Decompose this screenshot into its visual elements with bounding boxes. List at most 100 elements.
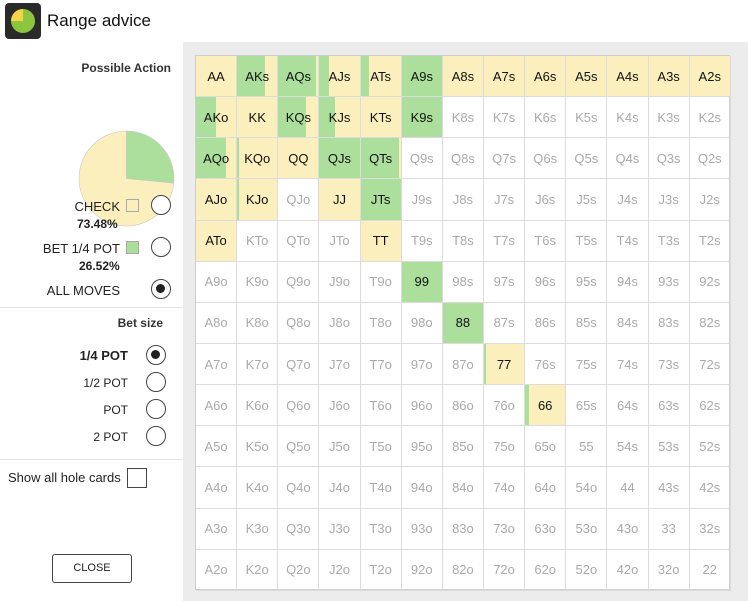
hand-cell-K6o[interactable]: K6o bbox=[237, 385, 279, 427]
hand-cell-A6s[interactable]: A6s bbox=[525, 56, 567, 98]
hand-cell-T5s[interactable]: T5s bbox=[566, 220, 608, 262]
hand-cell-88[interactable]: 88 bbox=[442, 302, 484, 344]
hand-cell-43s[interactable]: 43s bbox=[648, 467, 690, 509]
hand-cell-A4s[interactable]: A4s bbox=[607, 56, 649, 98]
hand-cell-A8s[interactable]: A8s bbox=[442, 56, 484, 98]
hand-cell-65o[interactable]: 65o bbox=[525, 426, 567, 468]
hand-cell-74o[interactable]: 74o bbox=[483, 467, 526, 509]
hand-cell-T9o[interactable]: T9o bbox=[360, 261, 402, 303]
show-hole-cards-checkbox[interactable] bbox=[127, 468, 147, 488]
hand-cell-K2s[interactable]: K2s bbox=[689, 97, 731, 139]
hand-cell-J4s[interactable]: J4s bbox=[607, 179, 649, 221]
hand-cell-T6o[interactable]: T6o bbox=[360, 385, 402, 427]
hand-cell-JTo[interactable]: JTo bbox=[319, 220, 361, 262]
hand-cell-KQo[interactable]: KQo bbox=[237, 138, 279, 180]
hand-cell-86o[interactable]: 86o bbox=[442, 385, 484, 427]
hand-cell-Q3s[interactable]: Q3s bbox=[648, 138, 690, 180]
hand-cell-AKs[interactable]: AKs bbox=[237, 56, 279, 98]
close-button[interactable]: CLOSE bbox=[52, 554, 132, 583]
hand-cell-42o[interactable]: 42o bbox=[607, 549, 649, 591]
hand-cell-66[interactable]: 66 bbox=[525, 385, 567, 427]
hand-cell-A2s[interactable]: A2s bbox=[689, 56, 731, 98]
bet-size-radio-pot[interactable] bbox=[146, 399, 166, 419]
hand-cell-J6s[interactable]: J6s bbox=[525, 179, 567, 221]
hand-cell-T2s[interactable]: T2s bbox=[689, 220, 731, 262]
hand-cell-98o[interactable]: 98o bbox=[401, 302, 443, 344]
hand-cell-85s[interactable]: 85s bbox=[566, 302, 608, 344]
hand-cell-T4o[interactable]: T4o bbox=[360, 467, 402, 509]
hand-cell-52o[interactable]: 52o bbox=[566, 549, 608, 591]
hand-cell-92s[interactable]: 92s bbox=[689, 261, 731, 303]
hand-cell-72o[interactable]: 72o bbox=[483, 549, 526, 591]
bet-size-radio-2pot[interactable] bbox=[146, 426, 166, 446]
hand-cell-82s[interactable]: 82s bbox=[689, 302, 731, 344]
hand-cell-93s[interactable]: 93s bbox=[648, 261, 690, 303]
hand-cell-A7o[interactable]: A7o bbox=[196, 343, 238, 386]
hand-cell-Q6s[interactable]: Q6s bbox=[525, 138, 567, 180]
hand-cell-K9o[interactable]: K9o bbox=[237, 261, 279, 303]
hand-cell-83s[interactable]: 83s bbox=[648, 302, 690, 344]
hand-cell-J7s[interactable]: J7s bbox=[483, 179, 526, 221]
hand-cell-KQs[interactable]: KQs bbox=[278, 97, 320, 139]
hand-cell-T7o[interactable]: T7o bbox=[360, 343, 402, 386]
hand-cell-K7s[interactable]: K7s bbox=[483, 97, 526, 139]
hand-cell-75o[interactable]: 75o bbox=[483, 426, 526, 468]
hand-cell-KK[interactable]: KK bbox=[237, 97, 279, 139]
hand-cell-Q9o[interactable]: Q9o bbox=[278, 261, 320, 303]
hand-cell-T5o[interactable]: T5o bbox=[360, 426, 402, 468]
hand-cell-J5s[interactable]: J5s bbox=[566, 179, 608, 221]
all-moves-radio[interactable] bbox=[151, 279, 171, 299]
hand-cell-KJs[interactable]: KJs bbox=[319, 97, 361, 139]
bet-size-radio-quarter[interactable] bbox=[146, 345, 166, 365]
hand-cell-92o[interactable]: 92o bbox=[401, 549, 443, 591]
hand-cell-KTs[interactable]: KTs bbox=[360, 97, 402, 139]
hand-cell-97o[interactable]: 97o bbox=[401, 343, 443, 386]
hand-cell-A9o[interactable]: A9o bbox=[196, 261, 238, 303]
hand-cell-64s[interactable]: 64s bbox=[607, 385, 649, 427]
hand-cell-A5s[interactable]: A5s bbox=[566, 56, 608, 98]
hand-cell-87s[interactable]: 87s bbox=[483, 302, 526, 344]
hand-cell-55[interactable]: 55 bbox=[566, 426, 608, 468]
hand-cell-95s[interactable]: 95s bbox=[566, 261, 608, 303]
hand-cell-94s[interactable]: 94s bbox=[607, 261, 649, 303]
hand-cell-53o[interactable]: 53o bbox=[566, 508, 608, 550]
hand-cell-K9s[interactable]: K9s bbox=[401, 97, 443, 139]
hand-cell-99[interactable]: 99 bbox=[401, 261, 443, 303]
hand-cell-Q7s[interactable]: Q7s bbox=[483, 138, 526, 180]
hand-cell-J3s[interactable]: J3s bbox=[648, 179, 690, 221]
hand-cell-A3s[interactable]: A3s bbox=[648, 56, 690, 98]
hand-cell-A5o[interactable]: A5o bbox=[196, 426, 238, 468]
hand-cell-76s[interactable]: 76s bbox=[525, 343, 567, 386]
hand-cell-K4s[interactable]: K4s bbox=[607, 97, 649, 139]
hand-cell-86s[interactable]: 86s bbox=[525, 302, 567, 344]
bet-size-radio-half[interactable] bbox=[146, 372, 166, 392]
hand-cell-A4o[interactable]: A4o bbox=[196, 467, 238, 509]
hand-cell-QJo[interactable]: QJo bbox=[278, 179, 320, 221]
hand-cell-82o[interactable]: 82o bbox=[442, 549, 484, 591]
hand-cell-Q6o[interactable]: Q6o bbox=[278, 385, 320, 427]
hand-cell-75s[interactable]: 75s bbox=[566, 343, 608, 386]
hand-cell-J5o[interactable]: J5o bbox=[319, 426, 361, 468]
hand-cell-Q2o[interactable]: Q2o bbox=[278, 549, 320, 591]
hand-cell-84o[interactable]: 84o bbox=[442, 467, 484, 509]
check-radio[interactable] bbox=[151, 195, 171, 215]
hand-cell-22[interactable]: 22 bbox=[689, 549, 731, 591]
hand-cell-42s[interactable]: 42s bbox=[689, 467, 731, 509]
hand-cell-T6s[interactable]: T6s bbox=[525, 220, 567, 262]
hand-cell-T9s[interactable]: T9s bbox=[401, 220, 443, 262]
hand-cell-AA[interactable]: AA bbox=[196, 56, 238, 98]
hand-cell-K8o[interactable]: K8o bbox=[237, 302, 279, 344]
hand-cell-T3o[interactable]: T3o bbox=[360, 508, 402, 550]
hand-cell-AKo[interactable]: AKo bbox=[196, 97, 238, 139]
hand-cell-KTo[interactable]: KTo bbox=[237, 220, 279, 262]
hand-cell-QTo[interactable]: QTo bbox=[278, 220, 320, 262]
hand-cell-A8o[interactable]: A8o bbox=[196, 302, 238, 344]
hand-cell-85o[interactable]: 85o bbox=[442, 426, 484, 468]
hand-cell-TT[interactable]: TT bbox=[360, 220, 402, 262]
hand-cell-76o[interactable]: 76o bbox=[483, 385, 526, 427]
bet-radio[interactable] bbox=[151, 237, 171, 257]
hand-cell-J6o[interactable]: J6o bbox=[319, 385, 361, 427]
hand-cell-K8s[interactable]: K8s bbox=[442, 97, 484, 139]
hand-cell-33[interactable]: 33 bbox=[648, 508, 690, 550]
hand-cell-ATs[interactable]: ATs bbox=[360, 56, 402, 98]
